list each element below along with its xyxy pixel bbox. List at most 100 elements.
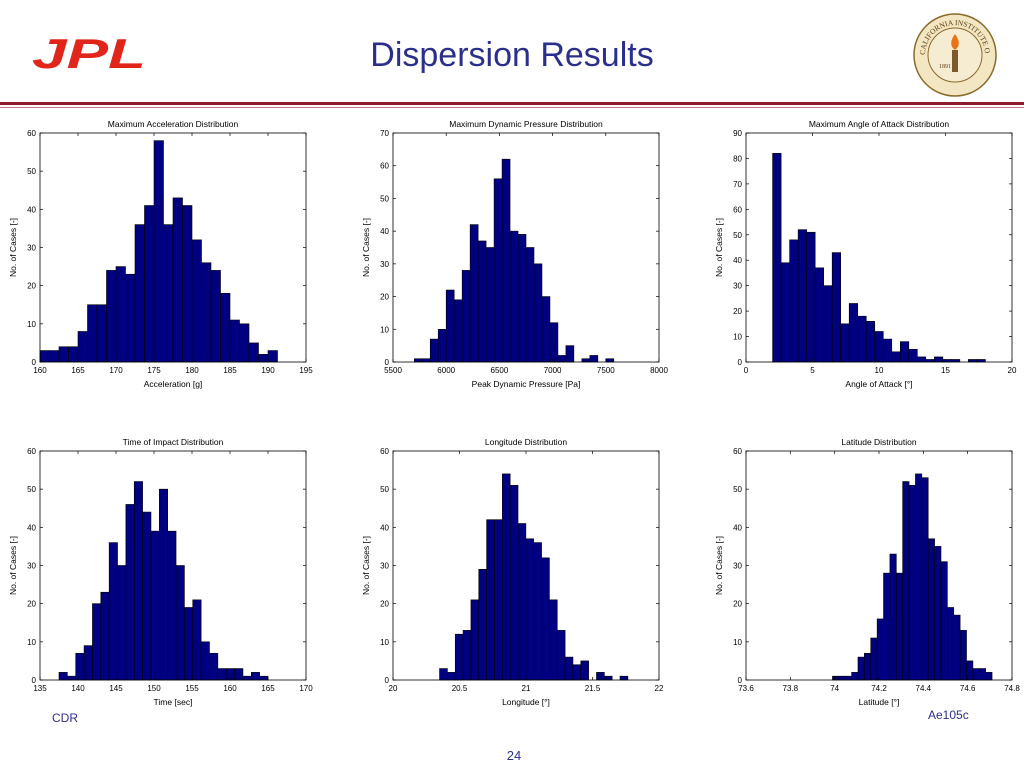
y-tick-label: 0: [738, 358, 743, 367]
histogram-bar: [172, 197, 183, 363]
histogram-bar: [201, 262, 212, 363]
histogram-bar: [517, 234, 527, 363]
x-tick-label: 74.2: [871, 684, 887, 693]
histogram-bar: [604, 675, 613, 681]
histogram-bar: [541, 296, 551, 363]
histogram-bar: [572, 664, 582, 681]
histogram-bar: [469, 224, 479, 363]
x-tick-label: 7000: [544, 366, 562, 375]
histogram-bar: [823, 285, 833, 363]
y-axis-label: No. of Cases [-]: [8, 536, 18, 595]
histogram-bar: [493, 178, 503, 363]
histogram-bar: [581, 358, 591, 363]
histogram-bar: [972, 668, 980, 681]
histogram-bar: [437, 328, 447, 363]
histogram-bar: [806, 231, 816, 363]
y-tick-label: 10: [733, 333, 742, 342]
x-tick-label: 6000: [437, 366, 455, 375]
histogram-bar: [83, 645, 93, 681]
y-tick-label: 70: [733, 180, 742, 189]
y-tick-label: 50: [733, 485, 742, 494]
y-tick-label: 40: [27, 205, 36, 214]
x-tick-label: 74.6: [960, 684, 976, 693]
chart-title: Maximum Acceleration Distribution: [108, 119, 239, 129]
histogram-bar: [163, 224, 174, 363]
histogram-bar: [870, 637, 878, 681]
histogram-bar: [509, 485, 519, 681]
x-tick-label: 160: [33, 366, 47, 375]
chart-title: Maximum Dynamic Pressure Distribution: [449, 119, 603, 129]
histogram-bar: [494, 519, 503, 681]
y-tick-label: 60: [380, 447, 389, 456]
histogram-bar: [239, 323, 250, 363]
histogram-bar: [589, 355, 599, 363]
y-tick-label: 60: [27, 447, 36, 456]
x-tick-label: 74: [830, 684, 839, 693]
x-tick-label: 20.5: [452, 684, 468, 693]
histogram-bar: [210, 270, 221, 363]
histogram-bar: [429, 338, 439, 363]
page-number: 24: [506, 748, 522, 763]
header-rule: [0, 102, 1024, 105]
y-tick-label: 40: [733, 523, 742, 532]
x-tick-label: 175: [147, 366, 161, 375]
histogram-bar: [117, 565, 127, 681]
y-tick-label: 20: [380, 293, 389, 302]
histogram-bar: [421, 358, 431, 363]
histogram-bar: [501, 158, 511, 363]
histogram-bar: [87, 304, 98, 363]
y-tick-label: 40: [380, 523, 389, 532]
histogram-bar: [844, 675, 852, 681]
chart-title: Time of Impact Distribution: [123, 437, 224, 447]
histogram-bar: [832, 675, 840, 681]
x-axis-label: Angle of Attack [°]: [845, 379, 912, 389]
histogram-bar: [797, 229, 807, 363]
histogram-bar: [915, 473, 923, 681]
x-tick-label: 5: [810, 366, 815, 375]
x-tick-label: 0: [744, 366, 749, 375]
x-tick-label: 74.4: [916, 684, 932, 693]
histogram-bar: [462, 630, 472, 681]
chart-time-of-impact: 135 140 145 150 155 160 165 170 0 10 20 30 40 50 60 Tim…: [8, 437, 313, 707]
chart-max-dynamic-pressure: 5500 6000 6500 7000 7500 8000 0 10 20 30 40 50 60 70 M…: [361, 119, 668, 389]
jpl-logo: JPL: [32, 36, 146, 72]
y-tick-label: 50: [380, 485, 389, 494]
histogram-bar: [167, 530, 177, 681]
x-tick-label: 22: [655, 684, 664, 693]
histogram-bar: [831, 252, 841, 363]
histogram-bar: [225, 668, 235, 681]
histogram-bar: [596, 672, 605, 681]
histogram-bar: [874, 331, 884, 363]
y-tick-label: 10: [27, 638, 36, 647]
histogram-bar: [959, 630, 967, 681]
x-tick-label: 8000: [650, 366, 668, 375]
y-axis-label: No. of Cases [-]: [8, 218, 18, 277]
x-tick-label: 165: [71, 366, 85, 375]
x-tick-label: 185: [223, 366, 237, 375]
histogram-bar: [153, 140, 164, 363]
x-tick-label: 190: [261, 366, 275, 375]
histogram-bar: [150, 530, 160, 681]
histogram-bar: [209, 652, 219, 681]
chart-max-angle-of-attack: 0 5 10 15 20 0 10 20 30 40 50 60 70 80 90 Maximum Angle…: [714, 119, 1017, 389]
x-tick-label: 145: [109, 684, 123, 693]
histogram-bar: [125, 504, 135, 681]
histogram-bar: [882, 338, 893, 363]
x-tick-label: 74.8: [1004, 684, 1020, 693]
histogram-bar: [908, 348, 918, 363]
histogram-bar: [509, 230, 519, 363]
histogram-bar: [133, 481, 143, 681]
histogram-bar: [619, 675, 629, 681]
chart-title: Maximum Angle of Attack Distribution: [809, 119, 950, 129]
y-tick-label: 50: [380, 194, 389, 203]
histogram-bar: [917, 356, 927, 363]
header-rule-thin: [0, 107, 1024, 108]
histogram-bar: [192, 599, 202, 681]
chart-title: Latitude Distribution: [841, 437, 916, 447]
histogram-bar: [159, 488, 168, 681]
x-tick-label: 160: [223, 684, 237, 693]
x-tick-label: 10: [875, 366, 884, 375]
histogram-bar: [217, 668, 227, 681]
x-tick-label: 73.6: [738, 684, 754, 693]
